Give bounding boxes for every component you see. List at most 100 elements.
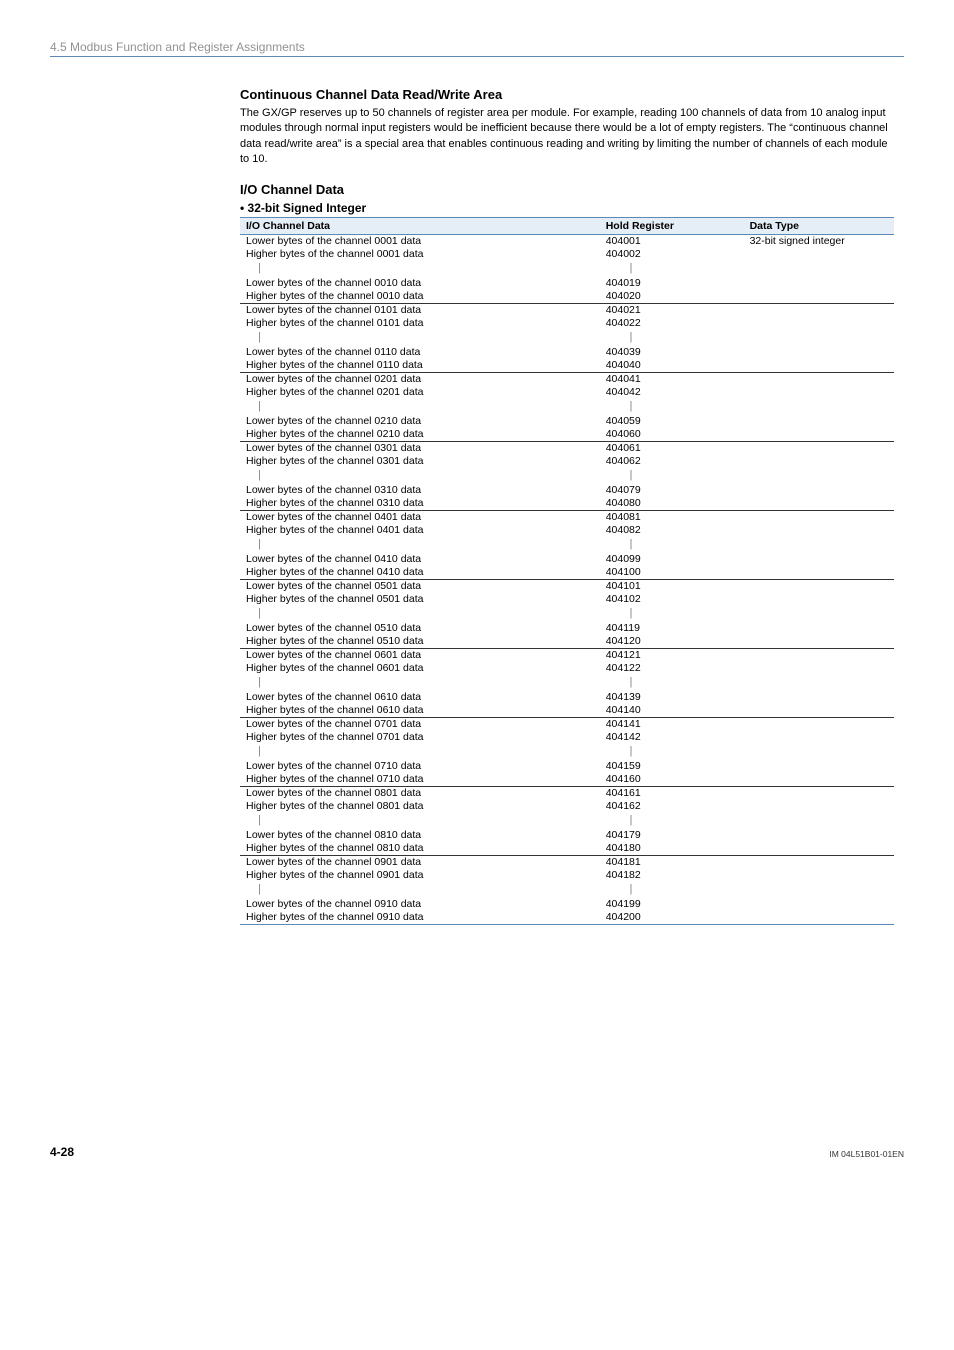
table-row: ｜｜ bbox=[240, 882, 894, 898]
cell-reg: ｜ bbox=[600, 744, 744, 760]
cell-desc: Higher bytes of the channel 0801 data bbox=[240, 800, 600, 813]
cell-desc: Lower bytes of the channel 0510 data bbox=[240, 622, 600, 635]
cell-desc: Higher bytes of the channel 0601 data bbox=[240, 662, 600, 675]
table-row: ｜｜ bbox=[240, 537, 894, 553]
cell-type: 32-bit signed integer bbox=[744, 234, 894, 248]
cell-reg: 404159 bbox=[600, 760, 744, 773]
th-io-channel: I/O Channel Data bbox=[240, 217, 600, 234]
cell-reg: 404059 bbox=[600, 415, 744, 428]
cell-type bbox=[744, 691, 894, 704]
cell-desc: Lower bytes of the channel 0301 data bbox=[240, 441, 600, 455]
cell-reg: 404121 bbox=[600, 648, 744, 662]
cell-reg: 404180 bbox=[600, 842, 744, 856]
cell-type bbox=[744, 813, 894, 829]
cell-desc: ｜ bbox=[240, 261, 600, 277]
io-channel-table: I/O Channel Data Hold Register Data Type… bbox=[240, 217, 894, 925]
cell-desc: Higher bytes of the channel 0101 data bbox=[240, 317, 600, 330]
cell-desc: Lower bytes of the channel 0010 data bbox=[240, 277, 600, 290]
cell-type bbox=[744, 704, 894, 718]
cell-reg: 404082 bbox=[600, 524, 744, 537]
cell-reg: ｜ bbox=[600, 882, 744, 898]
cell-reg: 404161 bbox=[600, 786, 744, 800]
cell-type bbox=[744, 484, 894, 497]
cell-type bbox=[744, 441, 894, 455]
cell-type bbox=[744, 566, 894, 580]
cell-reg: 404181 bbox=[600, 855, 744, 869]
table-row: Lower bytes of the channel 0601 data4041… bbox=[240, 648, 894, 662]
cell-reg: 404042 bbox=[600, 386, 744, 399]
cell-reg: 404182 bbox=[600, 869, 744, 882]
heading-continuous: Continuous Channel Data Read/Write Area bbox=[240, 87, 894, 102]
cell-reg: 404040 bbox=[600, 359, 744, 373]
cell-desc: Lower bytes of the channel 0810 data bbox=[240, 829, 600, 842]
cell-desc: Lower bytes of the channel 0210 data bbox=[240, 415, 600, 428]
cell-reg: 404020 bbox=[600, 290, 744, 304]
cell-type bbox=[744, 537, 894, 553]
cell-reg: 404160 bbox=[600, 773, 744, 787]
table-row: Higher bytes of the channel 0810 data404… bbox=[240, 842, 894, 856]
table-row: Higher bytes of the channel 0001 data404… bbox=[240, 248, 894, 261]
th-hold-register: Hold Register bbox=[600, 217, 744, 234]
cell-type bbox=[744, 717, 894, 731]
cell-reg: 404179 bbox=[600, 829, 744, 842]
cell-type bbox=[744, 855, 894, 869]
table-row: ｜｜ bbox=[240, 399, 894, 415]
cell-desc: Higher bytes of the channel 0501 data bbox=[240, 593, 600, 606]
cell-type bbox=[744, 330, 894, 346]
cell-desc: ｜ bbox=[240, 606, 600, 622]
cell-type bbox=[744, 303, 894, 317]
table-row: Lower bytes of the channel 0010 data4040… bbox=[240, 277, 894, 290]
cell-reg: ｜ bbox=[600, 675, 744, 691]
cell-reg: 404079 bbox=[600, 484, 744, 497]
table-row: Higher bytes of the channel 0301 data404… bbox=[240, 455, 894, 468]
cell-desc: ｜ bbox=[240, 882, 600, 898]
cell-reg: 404139 bbox=[600, 691, 744, 704]
cell-reg: 404141 bbox=[600, 717, 744, 731]
cell-type bbox=[744, 760, 894, 773]
cell-desc: Higher bytes of the channel 0510 data bbox=[240, 635, 600, 649]
cell-desc: ｜ bbox=[240, 399, 600, 415]
intro-paragraph: The GX/GP reserves up to 50 channels of … bbox=[240, 106, 894, 168]
cell-reg: 404099 bbox=[600, 553, 744, 566]
table-row: ｜｜ bbox=[240, 675, 894, 691]
cell-type bbox=[744, 510, 894, 524]
cell-type bbox=[744, 744, 894, 760]
table-row: Higher bytes of the channel 0910 data404… bbox=[240, 911, 894, 925]
cell-type bbox=[744, 386, 894, 399]
cell-desc: Lower bytes of the channel 0410 data bbox=[240, 553, 600, 566]
table-row: Lower bytes of the channel 0801 data4041… bbox=[240, 786, 894, 800]
cell-type bbox=[744, 648, 894, 662]
cell-desc: ｜ bbox=[240, 675, 600, 691]
table-row: Lower bytes of the channel 0701 data4041… bbox=[240, 717, 894, 731]
cell-type bbox=[744, 399, 894, 415]
cell-reg: ｜ bbox=[600, 606, 744, 622]
table-row: ｜｜ bbox=[240, 261, 894, 277]
cell-desc: Lower bytes of the channel 0501 data bbox=[240, 579, 600, 593]
cell-desc: Higher bytes of the channel 0710 data bbox=[240, 773, 600, 787]
cell-reg: 404021 bbox=[600, 303, 744, 317]
table-row: Lower bytes of the channel 0910 data4041… bbox=[240, 898, 894, 911]
cell-reg: 404039 bbox=[600, 346, 744, 359]
cell-desc: Lower bytes of the channel 0310 data bbox=[240, 484, 600, 497]
cell-desc: Higher bytes of the channel 0810 data bbox=[240, 842, 600, 856]
table-row: Lower bytes of the channel 0301 data4040… bbox=[240, 441, 894, 455]
table-row: Higher bytes of the channel 0410 data404… bbox=[240, 566, 894, 580]
cell-type bbox=[744, 359, 894, 373]
cell-reg: 404041 bbox=[600, 372, 744, 386]
cell-reg: 404002 bbox=[600, 248, 744, 261]
table-row: ｜｜ bbox=[240, 606, 894, 622]
cell-reg: 404122 bbox=[600, 662, 744, 675]
cell-desc: Higher bytes of the channel 0210 data bbox=[240, 428, 600, 442]
cell-desc: Higher bytes of the channel 0901 data bbox=[240, 869, 600, 882]
cell-type bbox=[744, 372, 894, 386]
cell-reg: ｜ bbox=[600, 813, 744, 829]
table-row: Higher bytes of the channel 0501 data404… bbox=[240, 593, 894, 606]
cell-type bbox=[744, 662, 894, 675]
table-header-row: I/O Channel Data Hold Register Data Type bbox=[240, 217, 894, 234]
cell-type bbox=[744, 829, 894, 842]
cell-desc: Lower bytes of the channel 0401 data bbox=[240, 510, 600, 524]
cell-reg: 404022 bbox=[600, 317, 744, 330]
cell-type bbox=[744, 773, 894, 787]
table-row: Lower bytes of the channel 0710 data4041… bbox=[240, 760, 894, 773]
cell-reg: ｜ bbox=[600, 468, 744, 484]
